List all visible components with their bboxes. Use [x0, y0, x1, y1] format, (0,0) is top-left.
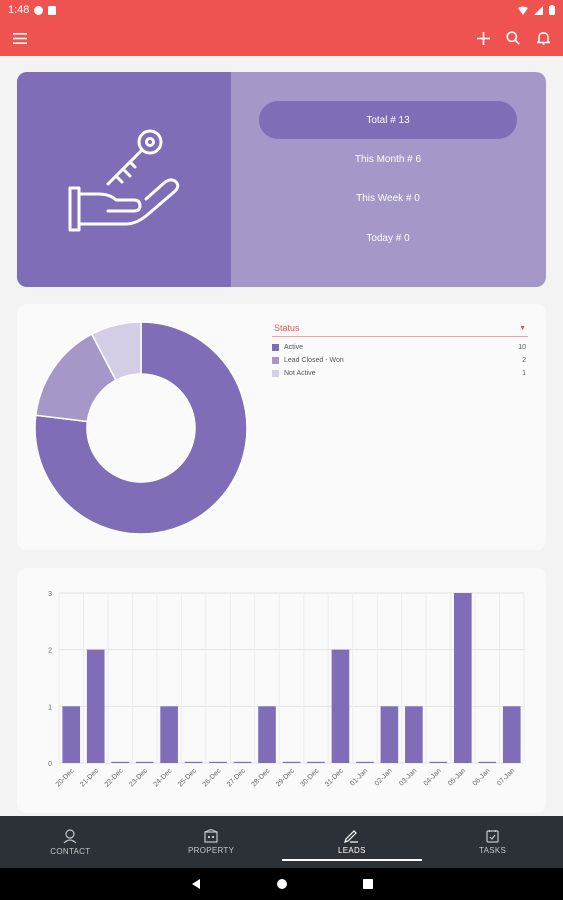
bar-27-dec[interactable]: [233, 761, 252, 763]
system-nav-bar: [0, 868, 563, 900]
stat-this-month[interactable]: This Month # 6: [354, 153, 422, 165]
x-tick-label: 21-Dec: [79, 767, 100, 788]
x-tick-label: 23-Dec: [128, 767, 149, 788]
leads-icon: [344, 830, 359, 843]
legend-swatch: [272, 357, 279, 364]
x-tick-label: 01-Jan: [349, 767, 369, 787]
bar-07-jan[interactable]: [502, 706, 521, 763]
contact-icon: [63, 828, 77, 843]
bar-01-jan[interactable]: [356, 761, 374, 763]
status-dropdown-label: Status: [274, 323, 300, 333]
stat-today[interactable]: Today # 0: [366, 232, 410, 244]
summary-stats: Total # 13 This Month # 6 This Week # 0 …: [231, 72, 546, 287]
bar-22-dec[interactable]: [111, 761, 129, 763]
leads-by-day-card: 0 1 2 3 20-Dec 21-Dec 22-Dec 23-Dec 24-Dec 25-Dec…: [17, 568, 546, 813]
x-tick-label: 28-Dec: [251, 767, 272, 788]
x-tick-label: 30-Dec: [299, 767, 320, 788]
x-tick-label: 02-Jan: [374, 767, 394, 787]
x-tick-label: 26-Dec: [202, 767, 223, 788]
bar-26-dec[interactable]: [209, 761, 227, 763]
menu-icon[interactable]: [12, 30, 28, 46]
nav-tasks[interactable]: TASKS: [422, 816, 563, 868]
x-tick-label: 31-Dec: [324, 767, 345, 788]
bar-29-dec[interactable]: [282, 761, 301, 763]
y-tick-label: 2: [48, 648, 52, 655]
nav-contact[interactable]: CONTACT: [0, 816, 141, 868]
add-icon[interactable]: [475, 30, 491, 46]
bar-30-dec[interactable]: [307, 761, 325, 763]
status-legend: Status ▼ Active 10 Lead Closed - Won 2 N…: [272, 322, 528, 380]
y-tick-label: 3: [48, 591, 52, 598]
recents-icon[interactable]: [362, 878, 374, 890]
bar-24-dec[interactable]: [160, 706, 178, 763]
legend-swatch: [272, 370, 279, 377]
summary-illustration: [17, 72, 231, 287]
x-tick-label: 04-Jan: [423, 767, 443, 787]
clock: 1:48: [8, 4, 30, 16]
home-icon[interactable]: [276, 878, 288, 890]
bell-icon[interactable]: [535, 30, 551, 46]
status-donut-chart: [34, 321, 248, 535]
x-tick-label: 27-Dec: [226, 767, 247, 788]
y-tick-label: 1: [48, 704, 52, 711]
x-tick-label: 29-Dec: [275, 767, 296, 788]
y-tick-label: 0: [48, 761, 52, 768]
system-status-bar: 1:48: [0, 0, 563, 20]
donut-slice-not-active[interactable]: [90, 321, 142, 382]
bar-04-jan[interactable]: [429, 761, 448, 763]
property-icon: [204, 829, 218, 843]
status-chart-card: Status ▼ Active 10 Lead Closed - Won 2 N…: [17, 304, 546, 550]
legend-item: Not Active 1: [272, 367, 528, 380]
legend-item: Active 10: [272, 341, 528, 354]
leads-summary-card: Total # 13 This Month # 6 This Week # 0 …: [17, 72, 546, 287]
x-tick-label: 24-Dec: [153, 767, 174, 788]
bar-21-dec[interactable]: [86, 649, 105, 763]
notification-icon: [34, 5, 44, 15]
bar-03-jan[interactable]: [405, 706, 423, 763]
bar-28-dec[interactable]: [258, 706, 276, 763]
battery-icon: [549, 5, 555, 15]
bar-20-dec[interactable]: [62, 706, 81, 763]
x-tick-label: 20-Dec: [55, 767, 76, 788]
bar-23-dec[interactable]: [135, 761, 154, 763]
x-tick-label: 25-Dec: [177, 767, 198, 788]
search-icon[interactable]: [505, 30, 521, 46]
tasks-icon: [486, 830, 499, 843]
legend-swatch: [272, 344, 279, 351]
bar-06-jan[interactable]: [478, 761, 497, 763]
status-dropdown[interactable]: Status ▼: [272, 322, 528, 337]
app-bar: [0, 20, 563, 56]
bar-02-jan[interactable]: [380, 706, 399, 763]
dropdown-caret-icon: ▼: [519, 324, 526, 332]
x-tick-label: 05-Jan: [447, 767, 467, 787]
x-tick-label: 03-Jan: [398, 767, 418, 787]
bottom-nav: CONTACT PROPERTY LEADS TASKS: [0, 816, 563, 868]
stat-total[interactable]: Total # 13: [259, 101, 517, 139]
signal-icon: [534, 5, 543, 15]
legend-item: Lead Closed - Won 2: [272, 354, 528, 367]
x-tick-label: 07-Jan: [496, 767, 516, 787]
donut-slice-active[interactable]: [34, 321, 248, 535]
bar-25-dec[interactable]: [184, 761, 203, 763]
bar-05-jan[interactable]: [454, 593, 472, 763]
x-tick-label: 22-Dec: [104, 767, 125, 788]
notification-icon: [48, 5, 57, 15]
leads-bar-chart: 0 1 2 3 20-Dec 21-Dec 22-Dec 23-Dec 24-Dec 25-Dec…: [48, 591, 525, 788]
hand-key-icon: [68, 129, 180, 231]
x-tick-label: 06-Jan: [472, 767, 492, 787]
back-icon[interactable]: [190, 878, 202, 890]
bar-31-dec[interactable]: [331, 649, 350, 763]
nav-leads[interactable]: LEADS: [281, 816, 423, 868]
stat-this-week[interactable]: This Week # 0: [356, 192, 420, 204]
wifi-icon: [518, 6, 528, 15]
nav-property[interactable]: PROPERTY: [141, 816, 282, 868]
